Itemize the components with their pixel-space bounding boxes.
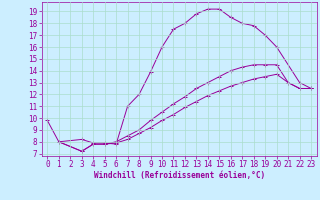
X-axis label: Windchill (Refroidissement éolien,°C): Windchill (Refroidissement éolien,°C)	[94, 171, 265, 180]
